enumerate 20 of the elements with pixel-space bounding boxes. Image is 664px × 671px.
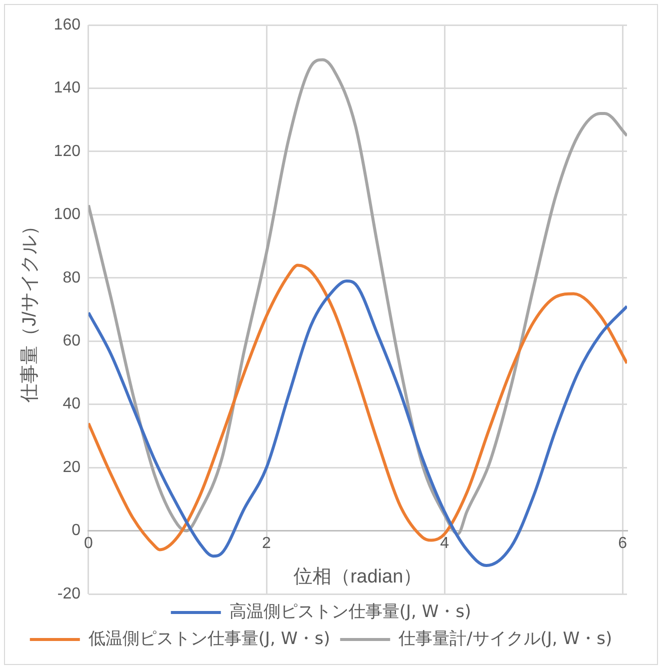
y-tick-label: 80 <box>62 269 81 286</box>
x-axis-title: 位相（radian） <box>293 566 422 588</box>
y-tick-label: 120 <box>54 142 81 160</box>
y-tick-label: 40 <box>62 396 81 413</box>
x-tick-label: 4 <box>440 534 450 552</box>
x-tick-label: 0 <box>84 534 94 552</box>
legend-label: 仕事量計/サイクル(J, W・s) <box>398 628 612 649</box>
y-tick-label: -20 <box>57 585 81 602</box>
x-tick-label: 6 <box>618 534 628 552</box>
y-tick-label: 60 <box>62 332 81 350</box>
y-tick-label: 20 <box>62 458 81 476</box>
line-series <box>88 58 627 536</box>
y-tick-label: 0 <box>72 522 81 540</box>
x-tick-label: 2 <box>262 534 272 552</box>
y-tick-label: 140 <box>54 80 81 97</box>
y-tick-label: 100 <box>54 206 81 224</box>
y-tick-label: 160 <box>54 16 81 34</box>
y-axis-title: 仕事量（J/サイクル） <box>20 216 41 404</box>
legend-label: 高温側ピストン仕事量(J, W・s) <box>229 602 472 622</box>
legend-label: 低温側ピストン仕事量(J, W・s) <box>88 628 330 649</box>
